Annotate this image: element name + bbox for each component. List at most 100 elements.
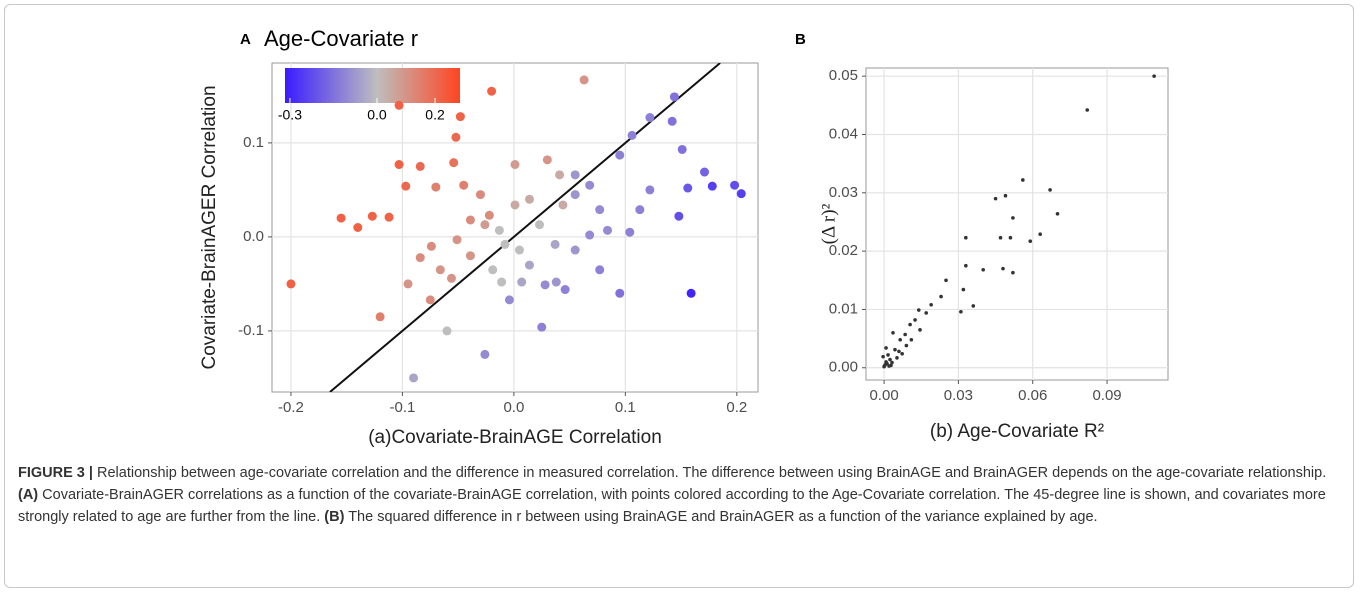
point [888, 357, 892, 362]
point [394, 100, 404, 110]
point [615, 150, 625, 160]
point [451, 132, 461, 142]
point [895, 356, 899, 360]
point [1085, 108, 1090, 112]
point [993, 196, 998, 201]
point [959, 309, 963, 314]
point [939, 294, 943, 299]
point [924, 311, 929, 315]
point [645, 185, 655, 195]
point [1021, 178, 1025, 182]
point [645, 113, 655, 123]
point [998, 235, 1003, 240]
point [916, 308, 921, 312]
point [1011, 270, 1015, 275]
point [677, 144, 687, 154]
point [890, 360, 894, 365]
point [595, 205, 605, 215]
point [1008, 235, 1013, 240]
point [550, 239, 560, 249]
point [286, 279, 296, 289]
reference-line [329, 63, 721, 392]
point [459, 180, 469, 190]
figure-frame [4, 4, 1354, 588]
point [555, 170, 565, 180]
x-axis-title: (a)Covariate-BrainAGE Correlation [368, 427, 662, 448]
point [909, 337, 914, 342]
point [1038, 232, 1042, 237]
point [484, 210, 494, 220]
point [635, 205, 645, 215]
caption: FIGURE 3 | Relationship between age-cova… [18, 462, 1338, 528]
point [517, 277, 527, 287]
caption-text: The squared difference in r between usin… [344, 509, 1098, 525]
point [480, 220, 490, 230]
point [1028, 239, 1033, 244]
colorbar-tick-label: -0.3 [278, 107, 302, 123]
x-tick-label: -0.2 [278, 399, 304, 416]
point [908, 322, 912, 327]
point [435, 265, 445, 275]
point [336, 213, 346, 223]
point [900, 351, 904, 356]
point [500, 239, 510, 249]
point [415, 161, 425, 171]
point [585, 180, 595, 190]
point [540, 280, 550, 290]
point [537, 322, 547, 332]
point [882, 364, 886, 369]
point [1055, 211, 1060, 216]
point [570, 190, 580, 200]
point [409, 373, 419, 383]
point [487, 86, 497, 96]
point [579, 75, 589, 85]
caption-ref: (B) [324, 509, 345, 525]
caption-ref: (A) [18, 487, 39, 503]
point [964, 235, 968, 240]
point [913, 318, 917, 322]
point [603, 225, 613, 235]
colorbar [285, 68, 460, 103]
point [736, 189, 746, 199]
point [514, 245, 524, 255]
point [585, 230, 595, 240]
point [570, 170, 580, 180]
plot-background [865, 67, 1169, 381]
y-tick-label: 0.04 [829, 125, 858, 142]
point [886, 353, 890, 357]
point [903, 332, 907, 337]
point [1152, 74, 1156, 78]
point [891, 330, 895, 335]
point [442, 326, 452, 336]
point [570, 245, 580, 255]
point [488, 265, 498, 275]
plot-background [271, 62, 759, 393]
point [625, 227, 635, 237]
x-tick-label: -0.1 [389, 399, 415, 416]
point [885, 361, 889, 366]
panel-letter: A [240, 31, 251, 48]
caption-label: FIGURE 3 | [18, 465, 93, 481]
point [560, 285, 570, 295]
point [524, 260, 534, 270]
point [893, 347, 897, 352]
y-tick-label: 0.05 [829, 67, 858, 84]
point [504, 295, 514, 305]
x-tick-label: 0.00 [869, 387, 898, 404]
y-axis-title: Covariate-BrainAGER Correlation [199, 85, 220, 369]
point [667, 116, 677, 126]
point [394, 160, 404, 170]
x-tick-label: 0.03 [944, 387, 973, 404]
point [669, 92, 679, 102]
point [595, 265, 605, 275]
point [898, 337, 902, 342]
point [1001, 266, 1005, 271]
point [367, 211, 377, 221]
y-tick-label: -0.1 [238, 322, 264, 339]
point [1011, 216, 1015, 220]
point [686, 288, 696, 298]
point [431, 182, 441, 192]
point [401, 181, 411, 191]
y-tick-label: 0.02 [829, 242, 858, 259]
